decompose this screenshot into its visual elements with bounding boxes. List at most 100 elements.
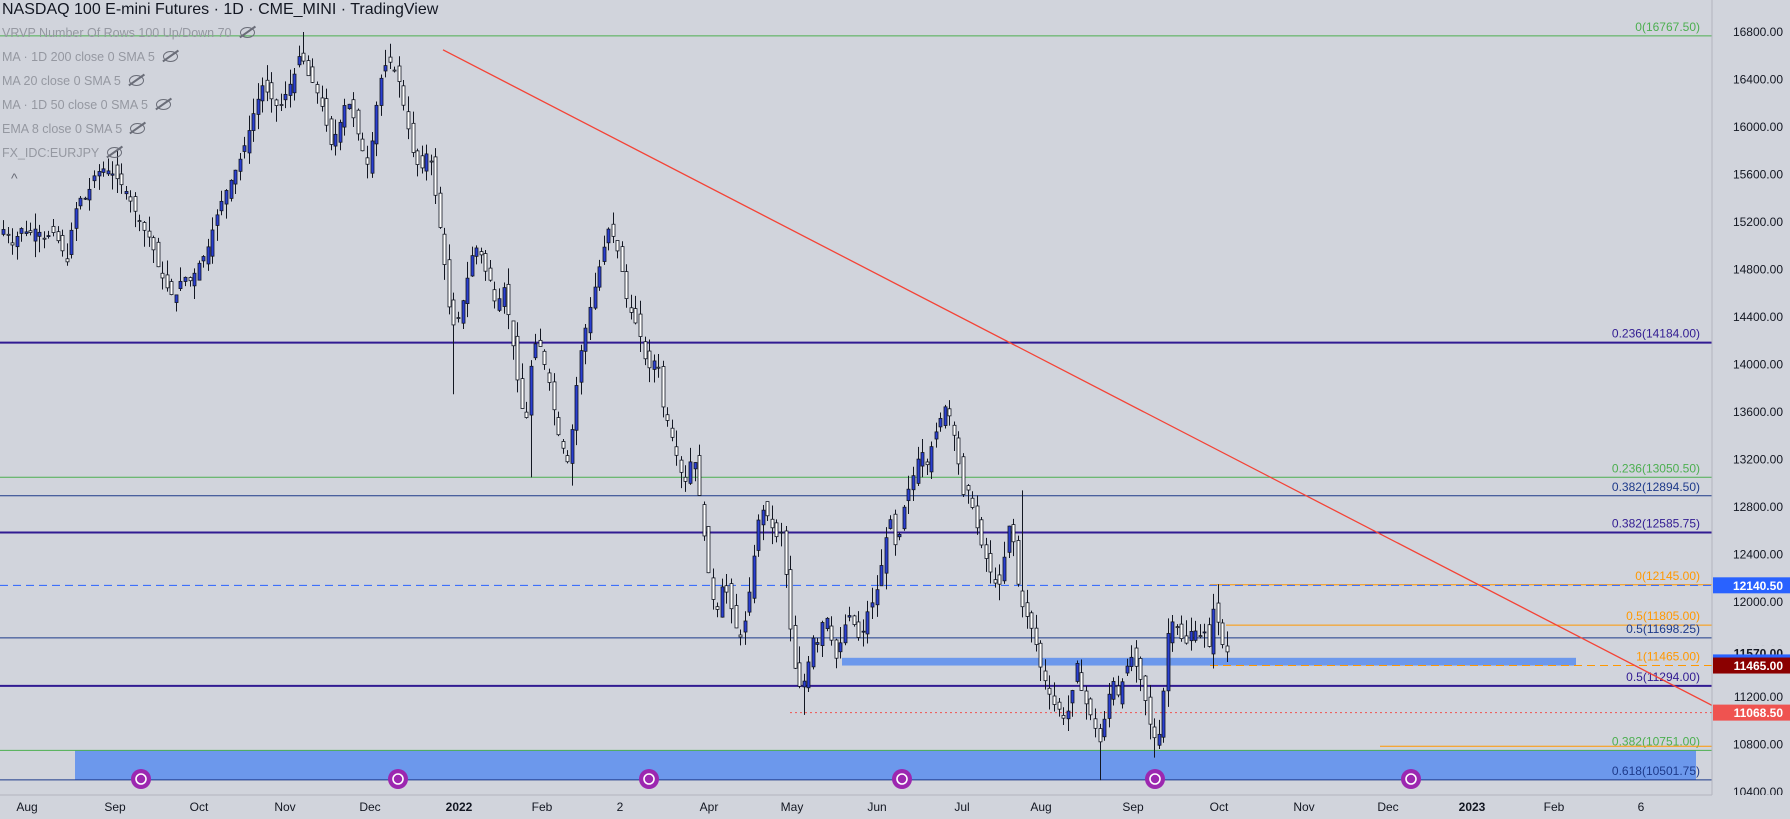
time-tick-label: Jun: [867, 800, 886, 814]
candle: [602, 246, 607, 262]
candle: [1057, 701, 1062, 710]
candle: [78, 197, 83, 207]
indicator-legend-item[interactable]: MA · 1D 50 close 0 SMA 5: [2, 98, 171, 112]
candle: [806, 661, 811, 689]
candle: [938, 417, 943, 428]
eye-off-icon[interactable]: [155, 99, 171, 110]
candle: [479, 251, 484, 256]
candle: [670, 427, 675, 438]
candle: [279, 104, 284, 106]
candle: [160, 272, 165, 279]
candle: [360, 138, 365, 152]
event-roll-icon[interactable]: [131, 769, 151, 789]
time-tick-label: Aug: [1030, 800, 1051, 814]
candle: [1143, 675, 1148, 701]
candle: [834, 639, 839, 659]
collapse-chevron-icon[interactable]: ^: [11, 170, 18, 186]
indicator-legend-item[interactable]: FX_IDC:EURJPY: [2, 146, 123, 160]
candle: [515, 335, 520, 381]
candle: [133, 196, 138, 212]
indicator-legend-item[interactable]: MA · 1D 200 close 0 SMA 5: [2, 50, 178, 64]
candle: [201, 256, 206, 262]
candle: [952, 424, 957, 436]
candle: [310, 66, 315, 83]
candle: [438, 192, 443, 228]
event-roll-icon[interactable]: [639, 769, 659, 789]
candle: [1152, 726, 1157, 739]
candle: [470, 255, 475, 277]
candle: [556, 417, 561, 436]
candle: [110, 173, 115, 176]
candle: [433, 156, 438, 196]
candle: [843, 624, 848, 644]
eye-off-icon[interactable]: [128, 75, 144, 86]
eye-off-icon[interactable]: [162, 51, 178, 62]
candle: [1179, 623, 1184, 640]
indicator-legend-item[interactable]: MA 20 close 0 SMA 5: [2, 74, 144, 88]
candle: [1170, 621, 1175, 644]
candle: [811, 637, 816, 668]
candle: [815, 642, 820, 645]
price-tick-label: 11200.00: [1734, 690, 1783, 704]
event-roll-icon[interactable]: [1145, 769, 1165, 789]
indicator-legend-item[interactable]: VRVP Number Of Rows 100 Up/Down 70: [2, 26, 255, 40]
candle: [1088, 698, 1093, 716]
candle: [606, 228, 611, 244]
candle: [1025, 602, 1030, 617]
candle: [1129, 656, 1134, 667]
candle: [197, 262, 202, 281]
candle: [28, 230, 33, 233]
candle: [683, 476, 688, 482]
eye-off-icon[interactable]: [107, 147, 123, 158]
candle: [1125, 665, 1130, 674]
candle: [956, 437, 961, 465]
candle: [975, 505, 980, 529]
candle: [715, 606, 720, 610]
candle: [943, 406, 948, 426]
candle: [283, 93, 288, 101]
candle: [15, 235, 20, 248]
candle: [56, 231, 61, 242]
eye-off-icon[interactable]: [130, 123, 146, 134]
candle: [638, 313, 643, 337]
time-tick-label: 6: [1638, 800, 1645, 814]
candle: [643, 341, 648, 360]
candle: [1002, 556, 1007, 582]
candle: [51, 225, 56, 233]
candle: [502, 287, 507, 307]
candle: [87, 188, 92, 201]
candle: [301, 52, 306, 62]
candle: [1038, 642, 1043, 668]
candle: [674, 446, 679, 456]
candle: [415, 150, 420, 165]
candle: [1120, 681, 1125, 705]
candle: [274, 99, 279, 106]
time-tick-label: 2022: [446, 800, 473, 814]
event-roll-icon[interactable]: [892, 769, 912, 789]
candle: [1166, 633, 1171, 692]
indicator-legend-item[interactable]: EMA 8 close 0 SMA 5: [2, 122, 146, 136]
candle: [1198, 635, 1203, 637]
candle: [474, 247, 479, 257]
price-tick-label: 14000.00: [1733, 358, 1783, 372]
candle: [879, 565, 884, 587]
candle: [1184, 635, 1189, 644]
candle: [652, 360, 657, 370]
eye-off-icon[interactable]: [239, 27, 255, 38]
candle: [743, 620, 748, 633]
event-roll-icon[interactable]: [388, 769, 408, 789]
candle: [656, 366, 661, 369]
candle: [1011, 524, 1016, 543]
candle: [1116, 685, 1121, 696]
candle: [1202, 631, 1207, 634]
candle: [19, 228, 24, 234]
candle: [374, 104, 379, 145]
candle: [269, 82, 274, 100]
event-roll-icon[interactable]: [1401, 769, 1421, 789]
candle: [251, 113, 256, 131]
candle: [1220, 622, 1225, 645]
candle: [1007, 525, 1012, 553]
time-tick-label: Nov: [274, 800, 295, 814]
candle: [256, 98, 261, 115]
